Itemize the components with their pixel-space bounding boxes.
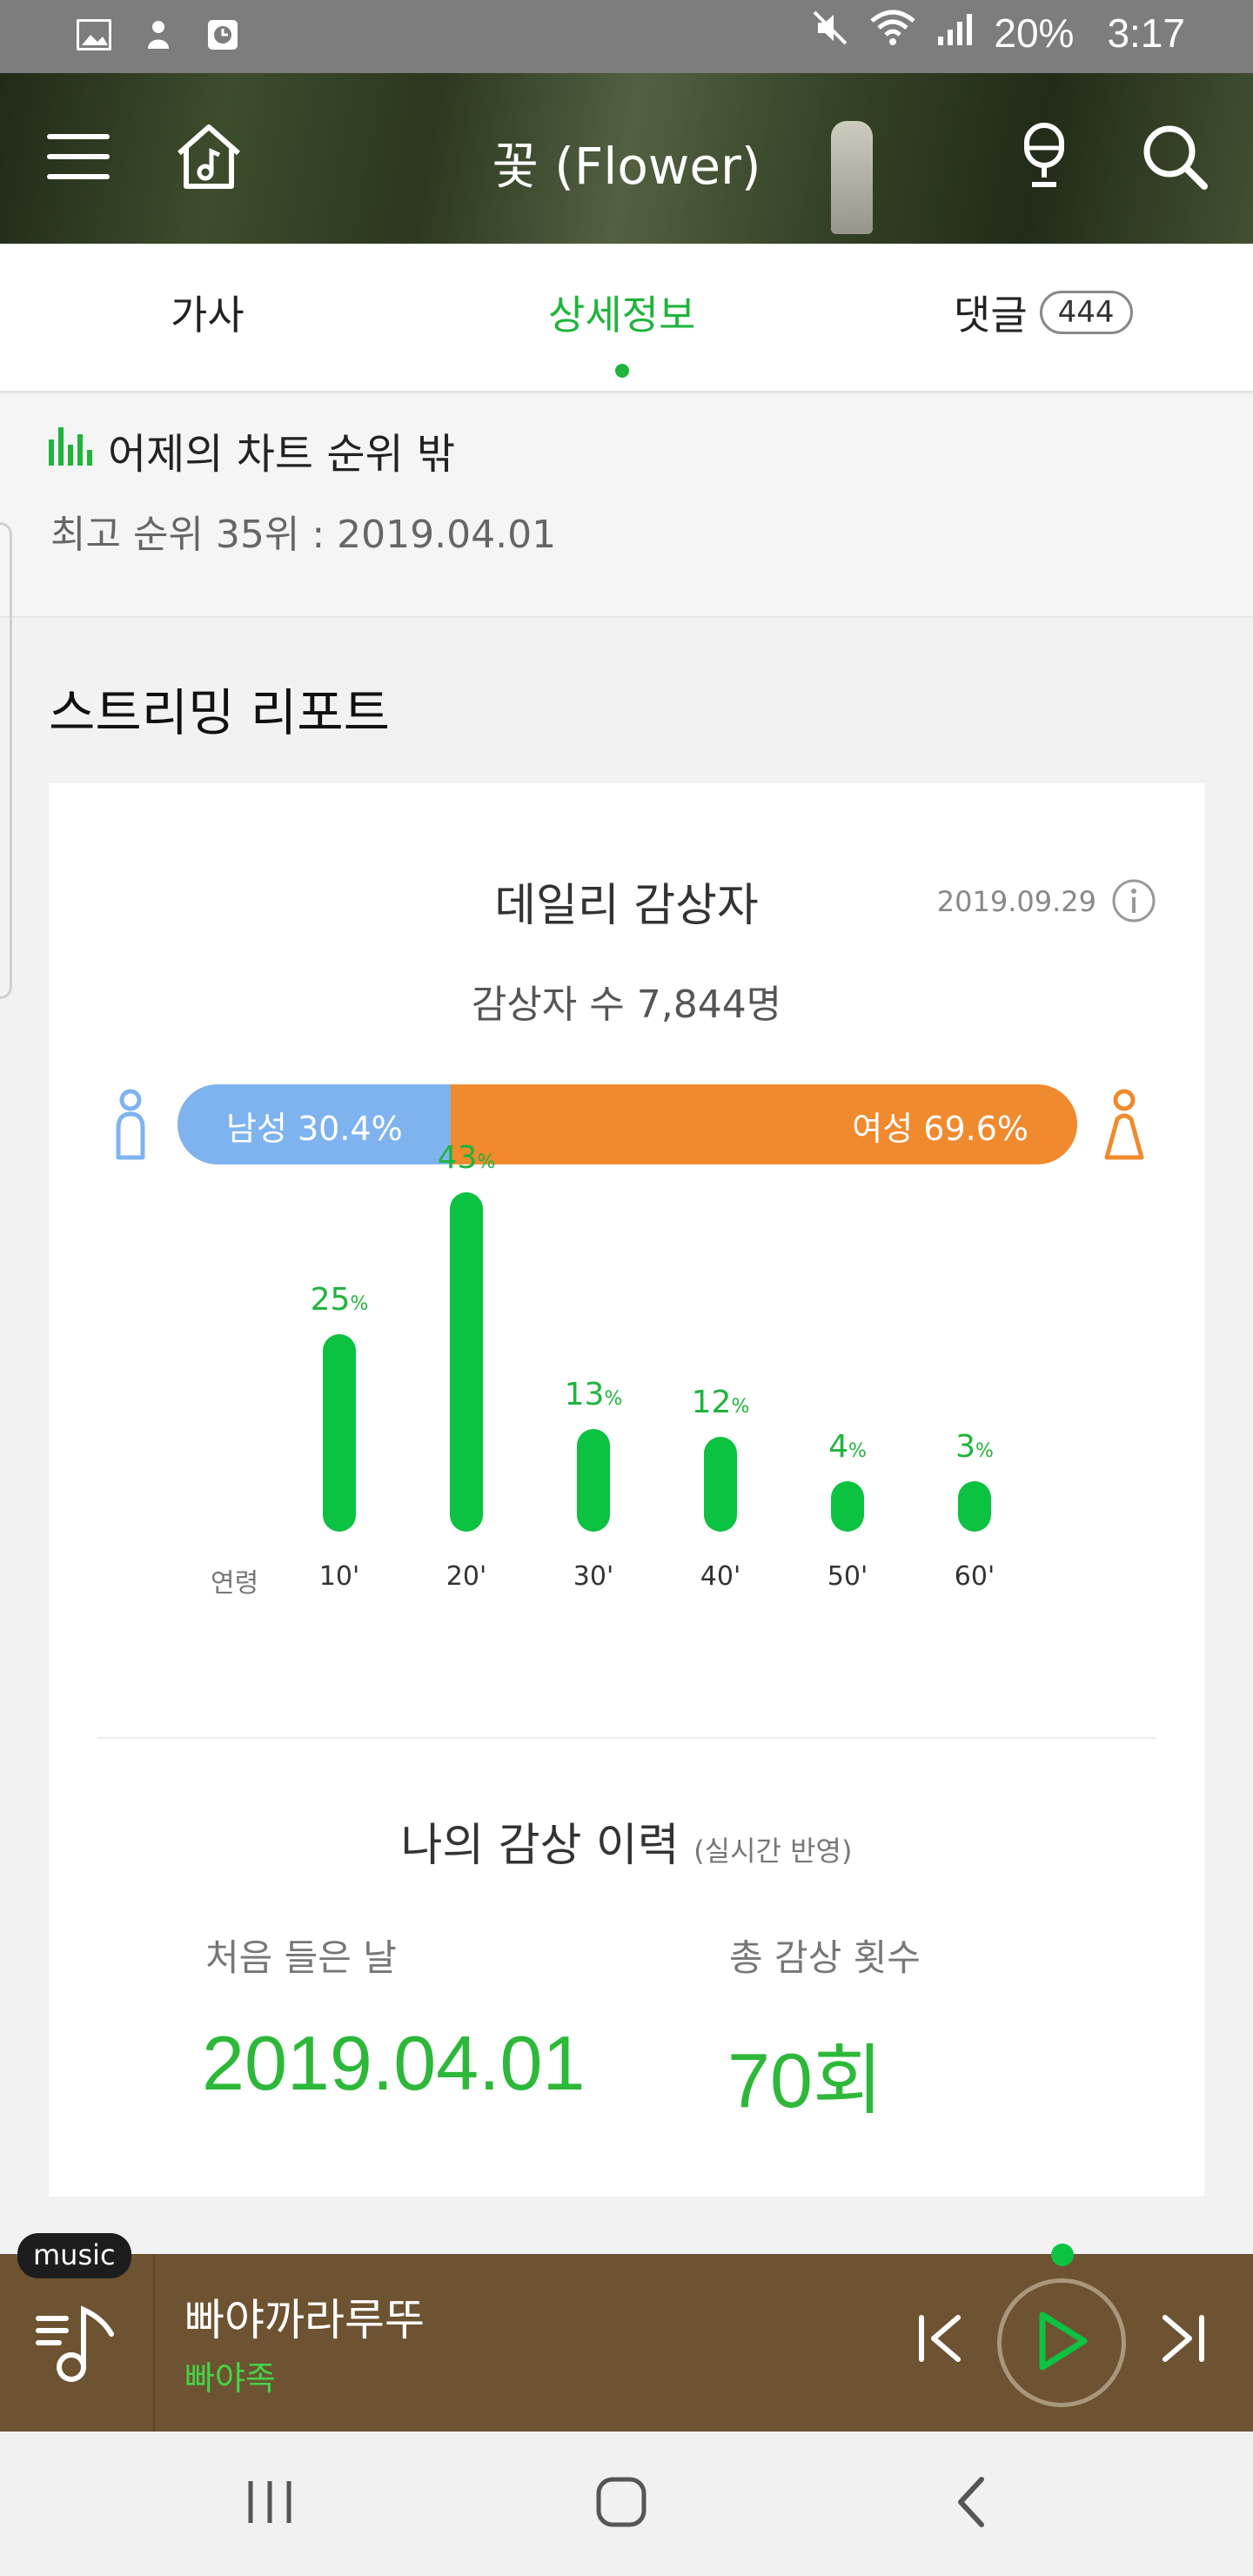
female-icon (1103, 1088, 1145, 1164)
age-bar (450, 1192, 483, 1532)
side-panel-handle[interactable] (0, 522, 12, 999)
image-icon (75, 16, 113, 54)
age-tick-label: 50' (827, 1561, 868, 1592)
home-button[interactable] (162, 111, 256, 205)
next-button[interactable] (1143, 2301, 1222, 2379)
battery-level: 20% (994, 10, 1075, 56)
first-listen-label: 처음 들은 날 (205, 1936, 397, 1979)
age-bar-value: 3% (955, 1429, 994, 1465)
age-bar (323, 1334, 356, 1532)
active-tab-indicator (614, 364, 629, 378)
play-button[interactable] (997, 2278, 1126, 2407)
info-icon[interactable] (1110, 877, 1157, 928)
music-badge: music (17, 2233, 131, 2278)
play-icon (1034, 2310, 1089, 2376)
age-bar (958, 1481, 991, 1532)
male-share-label: 남성 30.4% (226, 1110, 403, 1148)
age-tick-label: 40' (700, 1561, 741, 1592)
menu-button[interactable] (31, 111, 125, 205)
next-icon (1155, 2311, 1210, 2370)
signal-icon (936, 10, 975, 57)
daily-listeners-title: 데일리 감상자 (494, 880, 759, 932)
search-button[interactable] (1128, 111, 1222, 205)
header-artwork-figure (831, 121, 873, 234)
age-bar-value: 13% (564, 1377, 623, 1413)
gender-ratio: 남성 30.4% 여성 69.6% (110, 1084, 1145, 1168)
player-separator (153, 2254, 155, 2432)
my-history-heading: 나의 감상 이력 (400, 1820, 680, 1872)
track-title[interactable]: 빠야까라루뚜 (184, 2295, 425, 2345)
mini-player[interactable]: 빠야까라루뚜 빠야족 (0, 2244, 1253, 2432)
age-bar (577, 1429, 610, 1532)
streaming-report-title: 스트리밍 리포트 (49, 683, 390, 742)
wifi-icon (868, 9, 917, 57)
previous-button[interactable] (901, 2301, 980, 2379)
first-listen-date: 2019.04.01 (202, 2020, 586, 2106)
age-axis-label: 연령 (211, 1568, 259, 1599)
total-plays-label: 총 감상 횟수 (729, 1936, 921, 1979)
age-bar-value: 43% (437, 1140, 496, 1176)
female-share-label: 여성 69.6% (852, 1110, 1029, 1148)
age-bar-value: 12% (691, 1385, 750, 1421)
tab-detail-label: 상세정보 (548, 292, 696, 339)
chart-bars-icon (47, 424, 92, 476)
song-header: 꽃 (Flower) (0, 73, 1253, 244)
back-icon (954, 2474, 988, 2533)
header-background (0, 73, 1253, 244)
age-tick-label: 60' (954, 1561, 995, 1592)
my-history-title: 나의 감상 이력 (실시간 반영) (49, 1808, 1204, 1874)
age-tick-label: 20' (446, 1561, 487, 1592)
header-title: 꽃 (Flower) (492, 137, 761, 196)
microphone-icon (1020, 122, 1069, 195)
tab-lyrics[interactable]: 가사 (171, 292, 245, 339)
male-share-bar (178, 1084, 452, 1164)
detail-tabs: 가사 상세정보 댓글 444 (0, 244, 1253, 393)
playlist-button[interactable] (23, 2291, 131, 2398)
clock-time: 3:17 (1107, 10, 1185, 56)
app-icon (139, 16, 178, 54)
playlist-music-icon (33, 2299, 120, 2390)
streaming-report-card: 데일리 감상자 2019.09.29 감상자 수 7,844명 남성 30.4%… (49, 783, 1204, 2197)
age-distribution-chart: 연령 25% 10' 43% 20' 13% 30' 12% 40' 4% 50' 3% 60' (49, 1140, 1204, 1610)
previous-icon (913, 2311, 968, 2370)
chart-rank-status: 어제의 차트 순위 밖 (47, 419, 455, 480)
age-bar-value: 25% (310, 1282, 369, 1318)
home-nav-icon (593, 2474, 649, 2533)
listener-count: 감상자 수 7,844명 (471, 983, 782, 1027)
progress-dot[interactable] (1051, 2244, 1074, 2266)
recent-apps-button[interactable] (228, 2465, 312, 2543)
voice-search-button[interactable] (997, 111, 1091, 205)
section-divider (97, 1737, 1156, 1739)
age-bar (831, 1481, 864, 1532)
system-nav-bar (0, 2432, 1253, 2576)
search-icon (1140, 122, 1209, 195)
age-tick-label: 30' (573, 1561, 614, 1592)
chart-rank-text: 어제의 차트 순위 밖 (108, 430, 456, 479)
age-bar (704, 1437, 737, 1532)
status-bar: 20% 3:17 (0, 0, 1253, 73)
track-artist[interactable]: 빠야족 (184, 2359, 276, 2398)
age-bar-value: 4% (828, 1429, 867, 1465)
mute-icon (811, 9, 849, 57)
tab-comments-label: 댓글 (954, 292, 1028, 339)
male-icon (110, 1088, 151, 1164)
menu-icon (47, 131, 110, 186)
chart-rank-section: 어제의 차트 순위 밖 최고 순위 35위 : 2019.04.01 (0, 393, 1253, 618)
comment-count-badge: 444 (1039, 291, 1133, 334)
gender-bar: 남성 30.4% 여성 69.6% (178, 1084, 1077, 1164)
tab-detail[interactable]: 상세정보 (548, 284, 696, 378)
home-music-icon (172, 122, 245, 195)
my-history-subtitle: (실시간 반영) (694, 1835, 853, 1868)
back-button[interactable] (929, 2465, 1013, 2543)
best-rank-text: 최고 순위 35위 : 2019.04.01 (50, 513, 557, 557)
home-nav-button[interactable] (580, 2465, 663, 2543)
recent-apps-icon (244, 2479, 296, 2528)
total-plays-count: 70회 (727, 2037, 883, 2123)
clock-icon (204, 16, 242, 54)
age-tick-label: 10' (318, 1561, 360, 1592)
tab-comments[interactable]: 댓글 444 (954, 284, 1133, 341)
report-date: 2019.09.29 (936, 885, 1096, 918)
